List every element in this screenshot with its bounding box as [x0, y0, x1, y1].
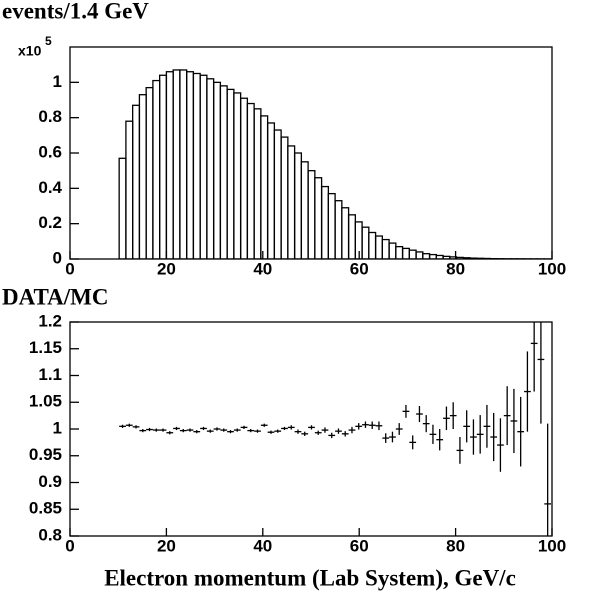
histogram-bar: [165, 71, 174, 259]
histogram-bar: [341, 207, 350, 259]
y-tick-label: 0.9: [38, 472, 62, 491]
histogram-bar: [307, 170, 316, 259]
histogram-bar: [280, 136, 289, 259]
histogram-bar: [320, 185, 330, 259]
histogram-bar: [381, 238, 390, 259]
histogram-bar: [401, 247, 410, 259]
y-tick-label: 0.8: [38, 107, 62, 126]
histogram-bar: [314, 177, 323, 259]
x-tick-label: 60: [350, 259, 369, 278]
histogram-bar: [246, 102, 255, 259]
y-tick-label: 1.1: [38, 365, 62, 384]
histogram-bar: [361, 226, 370, 259]
x-tick-label: 0: [65, 259, 74, 278]
histogram-bar: [226, 88, 235, 259]
y-tick-label: 0: [53, 248, 62, 267]
y-tick-label: 0.6: [38, 142, 62, 161]
histogram-bar: [199, 74, 208, 259]
y-tick-label: 0.85: [29, 499, 62, 518]
y-tick-label: 0.2: [38, 213, 62, 232]
y-scale-label: x10: [18, 43, 42, 59]
histogram-bar: [300, 161, 309, 259]
histogram-bar: [253, 108, 262, 259]
histogram-bar: [476, 257, 485, 259]
histogram-bar: [179, 69, 188, 259]
histogram-bar: [374, 235, 383, 259]
histogram-bar: [260, 115, 269, 259]
histogram-bar: [159, 74, 168, 259]
data-layer: [119, 322, 552, 536]
histogram-bar: [138, 94, 147, 259]
histogram-bar: [347, 214, 356, 259]
x-tick-label: 20: [157, 259, 176, 278]
chart-title: DATA/MC: [2, 284, 108, 309]
histogram-bar: [462, 257, 471, 259]
x-tick-label: 20: [157, 536, 176, 555]
histogram-bar: [428, 253, 437, 259]
y-tick-label: 0.8: [38, 525, 62, 544]
y-tick-label: 1: [53, 72, 62, 91]
plot-frame: [69, 46, 553, 260]
histogram-bar: [239, 97, 249, 259]
histogram-bar: [415, 251, 424, 259]
histogram-bar: [273, 129, 282, 259]
histogram-bar: [219, 85, 228, 259]
x-tick-label: 100: [538, 259, 566, 278]
y-tick-label: 1.05: [29, 392, 62, 411]
x-tick-label: 60: [350, 536, 369, 555]
histogram-bar: [422, 253, 431, 259]
histogram-bar: [125, 120, 134, 259]
histogram-bar: [435, 254, 444, 259]
histogram-bar: [287, 145, 296, 259]
histogram-bar: [395, 245, 404, 259]
histogram-bar: [152, 79, 161, 259]
y-tick-label: 1: [53, 418, 62, 437]
histogram-bar: [185, 71, 195, 259]
y-tick-label: 0.4: [38, 178, 62, 197]
x-tick-label: 80: [446, 259, 465, 278]
histogram-bar: [206, 78, 215, 259]
histogram-bar: [442, 255, 451, 259]
histogram-bar: [172, 69, 181, 259]
histogram-bar: [455, 256, 464, 259]
histogram-bar: [212, 81, 222, 259]
data-layer: [118, 69, 552, 259]
histogram-bar: [132, 104, 141, 259]
histogram-bar: [293, 152, 303, 259]
histogram-bar: [266, 122, 276, 259]
y-tick-label: 0.95: [29, 445, 62, 464]
y-scale-exponent: 5: [45, 34, 52, 48]
histogram-bar: [233, 92, 242, 259]
x-tick-label: 100: [538, 536, 566, 555]
histogram-bar: [192, 72, 201, 259]
histogram-bar: [118, 157, 127, 259]
histogram-bar: [334, 200, 343, 259]
histogram-bar: [482, 257, 491, 259]
histogram-bar: [388, 242, 397, 259]
x-tick-label: 80: [446, 536, 465, 555]
histogram-bar: [327, 192, 336, 259]
y-tick-label: 1.15: [29, 338, 62, 357]
y-tick-label: 1.2: [38, 311, 62, 330]
x-tick-label: 0: [65, 536, 74, 555]
x-axis-label: Electron momentum (Lab System), GeV/c: [104, 565, 516, 590]
chart-title: events/1.4 GeV: [2, 0, 149, 23]
histogram-bar: [368, 231, 377, 259]
x-tick-label: 40: [253, 536, 272, 555]
histogram-bar: [408, 249, 417, 259]
histogram-bar: [469, 257, 478, 259]
x-tick-label: 40: [253, 259, 272, 278]
histogram-bar: [145, 86, 154, 259]
